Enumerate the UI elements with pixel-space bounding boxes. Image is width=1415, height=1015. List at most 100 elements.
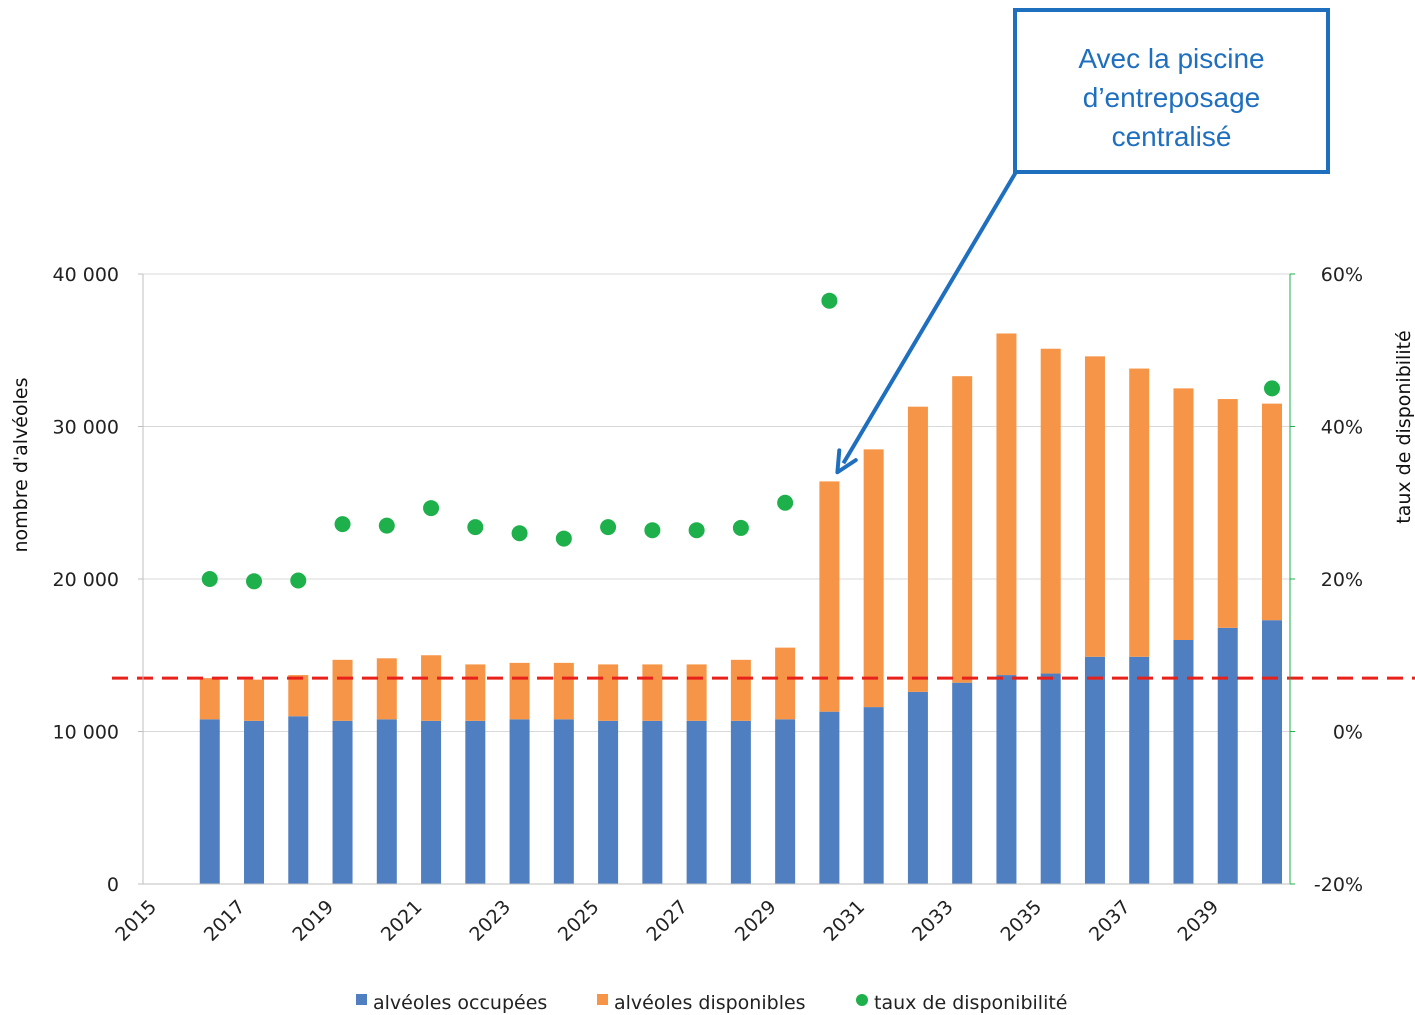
bar-available-2032: [907, 406, 928, 692]
bar-available-2016: [199, 678, 220, 720]
bar-occupied-2021: [421, 720, 442, 884]
x-tick-label: 2029: [731, 896, 781, 946]
bar-occupied-2029: [775, 719, 796, 884]
bar-occupied-2040: [1262, 620, 1282, 884]
bar-occupied-2026: [642, 720, 663, 884]
x-tick-label: 2031: [819, 896, 869, 946]
point-rate-2027: [688, 522, 705, 539]
legend: alvéoles occupées alvéoles disponibles t…: [356, 992, 1068, 1014]
bar-occupied-2039: [1217, 627, 1238, 884]
point-rate-2023: [511, 525, 528, 542]
bar-available-2039: [1217, 399, 1238, 628]
bars: [199, 333, 1282, 884]
x-tick-label: 2015: [111, 896, 161, 946]
annotation-arrow: [835, 170, 1018, 475]
point-rate-2020: [378, 517, 395, 534]
point-rate-2022: [467, 519, 484, 536]
bar-available-2035: [1040, 348, 1061, 674]
bar-available-2023: [509, 662, 530, 720]
bar-available-2020: [376, 658, 397, 720]
x-tick-label: 2025: [554, 896, 604, 946]
left-tick-label: 20 000: [53, 569, 119, 591]
bar-available-2025: [598, 664, 619, 721]
bar-available-2033: [952, 376, 973, 683]
bar-available-2026: [642, 664, 663, 721]
bar-occupied-2030: [819, 711, 840, 884]
annotation-callout: Avec la piscine d’entreposage centralisé: [1013, 8, 1330, 174]
bar-available-2034: [996, 333, 1017, 676]
x-tick-label: 2035: [996, 896, 1046, 946]
right-tick-label: 20%: [1321, 569, 1363, 591]
left-tick-label: 30 000: [53, 417, 119, 439]
point-rate-2024: [555, 530, 572, 547]
bar-available-2030: [819, 481, 840, 712]
point-rate-2028: [732, 519, 749, 536]
bar-occupied-2034: [996, 675, 1017, 884]
bar-occupied-2035: [1040, 673, 1061, 884]
bar-available-2028: [730, 659, 751, 721]
point-rate-2021: [423, 500, 440, 517]
bar-occupied-2018: [288, 716, 309, 884]
x-tick-label: 2037: [1085, 896, 1135, 946]
point-rate-2026: [644, 522, 661, 539]
arrow-head: [835, 448, 858, 475]
x-tick-label: 2021: [377, 896, 427, 946]
annotation-line-1: Avec la piscine: [1078, 43, 1265, 74]
scatter-points: [201, 292, 1280, 590]
legend-swatch-rate: [856, 994, 868, 1006]
point-rate-2029: [777, 494, 794, 511]
point-rate-2018: [290, 572, 307, 589]
x-tick-label: 2023: [465, 896, 515, 946]
bar-available-2031: [863, 449, 884, 708]
bar-occupied-2033: [952, 682, 973, 884]
bar-occupied-2023: [509, 719, 530, 884]
bar-occupied-2020: [376, 719, 397, 884]
bar-occupied-2037: [1129, 656, 1150, 884]
right-tick-label: 60%: [1321, 264, 1363, 286]
x-tick-label: 2039: [1174, 896, 1224, 946]
bar-occupied-2028: [730, 720, 751, 884]
right-tick-label: 0%: [1333, 722, 1363, 744]
bar-available-2038: [1173, 388, 1194, 640]
bar-available-2022: [465, 664, 486, 721]
bar-available-2021: [421, 655, 442, 721]
bar-occupied-2017: [244, 720, 265, 884]
bar-occupied-2032: [907, 691, 928, 884]
point-rate-2040: [1264, 380, 1280, 397]
annotation-line-2: d’entreposage: [1082, 82, 1261, 113]
bar-available-2027: [686, 664, 707, 721]
point-rate-2025: [600, 519, 617, 536]
left-tick-label: 40 000: [53, 264, 119, 286]
legend-label-occupied: alvéoles occupées: [373, 992, 547, 1014]
bar-occupied-2038: [1173, 640, 1194, 884]
legend-swatch-available: [597, 994, 608, 1005]
bar-occupied-2027: [686, 720, 707, 884]
x-tick-label: 2033: [908, 896, 958, 946]
right-tick-label: -20%: [1314, 874, 1363, 896]
left-tick-label: 0: [107, 874, 119, 896]
bar-occupied-2031: [863, 707, 884, 884]
bar-available-2029: [775, 647, 796, 720]
gridlines: [143, 273, 1290, 732]
bar-occupied-2019: [332, 720, 353, 884]
x-tick-label: 2017: [200, 896, 250, 946]
point-rate-2019: [334, 516, 351, 533]
left-axis-title: nombre d'alvéoles: [10, 378, 32, 553]
legend-swatch-occupied: [356, 994, 367, 1005]
bar-available-2018: [288, 675, 309, 717]
annotation-line-3: centralisé: [1111, 121, 1232, 152]
left-tick-label: 10 000: [53, 722, 119, 744]
bar-occupied-2016: [199, 719, 220, 884]
point-rate-2016: [201, 571, 218, 587]
bar-occupied-2022: [465, 720, 486, 884]
bar-available-2040: [1262, 403, 1282, 621]
right-tick-label: 40%: [1321, 417, 1363, 439]
legend-label-rate: taux de disponibilité: [874, 992, 1068, 1014]
arrow-shaft: [841, 170, 1018, 465]
right-axis-title: taux de disponibilité: [1393, 330, 1415, 524]
bar-available-2017: [244, 679, 265, 721]
bar-occupied-2025: [598, 720, 619, 884]
bar-available-2036: [1084, 356, 1105, 657]
x-tick-label: 2019: [288, 896, 338, 946]
